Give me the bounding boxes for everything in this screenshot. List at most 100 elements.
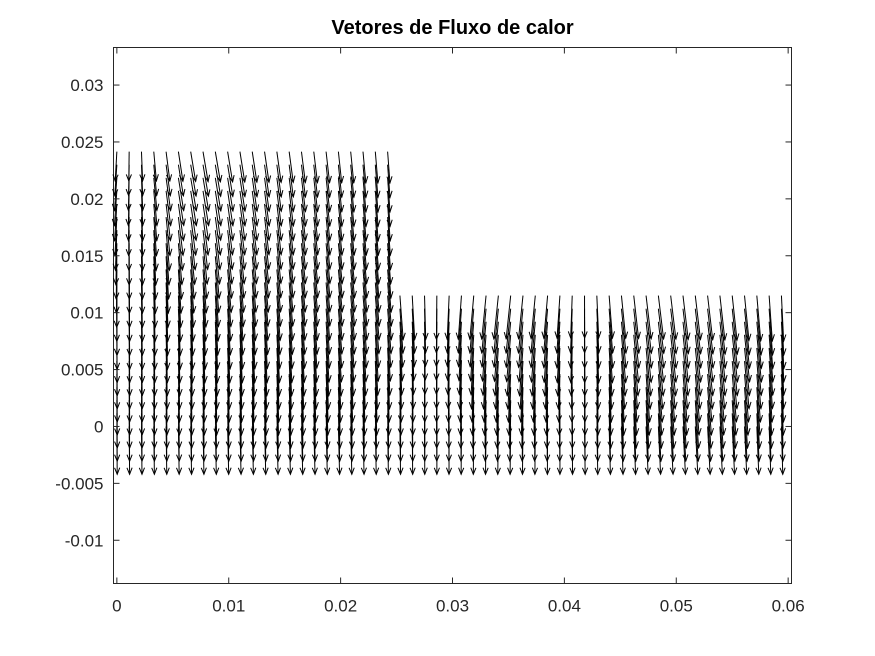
arrow-head	[325, 175, 332, 185]
arrow-head	[325, 375, 332, 384]
arrow-shaft	[719, 295, 726, 341]
arrow-shaft	[387, 308, 392, 354]
heat-flux-arrow	[516, 321, 524, 369]
arrow-head	[324, 428, 331, 437]
arrow-shaft	[608, 400, 612, 449]
arrow-shaft	[608, 334, 613, 383]
arrow-shaft	[165, 203, 171, 241]
arrow-shaft	[481, 334, 487, 381]
heat-flux-arrow	[288, 295, 296, 342]
arrow-head	[338, 204, 345, 214]
arrow-head	[696, 401, 703, 410]
heat-flux-arrow	[226, 334, 233, 384]
heat-flux-arrow	[707, 321, 716, 370]
arrow-head	[745, 361, 752, 370]
arrow-shaft	[519, 347, 524, 396]
heat-flux-arrow	[595, 321, 602, 370]
heat-flux-arrow	[337, 347, 344, 397]
arrow-head	[595, 346, 602, 355]
arrow-shaft	[337, 374, 341, 422]
arrow-head	[228, 218, 235, 227]
arrow-head	[620, 428, 627, 437]
arrow-head	[264, 305, 271, 314]
arrow-head	[399, 332, 406, 341]
arrow-head	[470, 454, 477, 463]
arrow-head	[503, 346, 510, 355]
heat-flux-arrow	[494, 400, 501, 450]
arrow-head	[350, 346, 357, 355]
arrow-shaft	[496, 387, 499, 435]
arrow-head	[506, 428, 513, 437]
arrow-head	[263, 401, 270, 411]
arrow-shaft	[239, 308, 244, 355]
arrow-head	[541, 375, 548, 384]
heat-flux-arrow	[399, 295, 406, 341]
arrow-shaft	[227, 269, 232, 313]
arrow-shaft	[350, 347, 354, 396]
arrow-shaft	[682, 321, 689, 368]
arrow-head	[755, 454, 762, 463]
arrow-head	[166, 218, 173, 227]
arrow-head	[659, 375, 666, 384]
arrow-shaft	[202, 308, 206, 355]
arrow-head	[113, 320, 120, 329]
heat-flux-arrow	[491, 321, 499, 369]
arrow-head	[399, 359, 406, 369]
heat-flux-arrow	[125, 151, 132, 183]
y-tick-label: 0.02	[70, 190, 103, 209]
arrow-head	[386, 262, 394, 271]
arrow-shaft	[780, 295, 785, 342]
arrow-shaft	[620, 295, 627, 339]
arrow-shaft	[325, 347, 330, 396]
heat-flux-arrow	[202, 177, 211, 213]
arrow-shaft	[411, 321, 415, 367]
heat-flux-arrow	[300, 269, 308, 314]
heat-flux-arrow	[768, 295, 775, 343]
heat-flux-arrow	[374, 269, 382, 314]
heat-flux-arrow	[325, 269, 333, 313]
arrow-shaft	[190, 295, 194, 342]
arrow-head	[745, 333, 752, 342]
arrow-head	[126, 320, 133, 329]
arrow-head	[164, 388, 171, 398]
arrow-shaft	[481, 295, 487, 340]
arrow-head	[594, 441, 601, 450]
arrow-shaft	[350, 217, 355, 255]
arrow-head	[455, 359, 463, 368]
heat-flux-arrow	[276, 308, 283, 356]
heat-flux-arrow	[386, 203, 393, 243]
arrow-head	[411, 332, 418, 341]
heat-flux-arrow	[682, 413, 689, 463]
arrow-head	[385, 428, 392, 437]
arrow-head	[151, 467, 158, 476]
heat-flux-arrow	[506, 400, 513, 450]
arrow-shaft	[744, 321, 751, 369]
arrow-head	[387, 318, 394, 328]
arrow-head	[350, 219, 357, 228]
arrow-shaft	[227, 347, 231, 396]
arrow-shaft	[300, 230, 306, 270]
heat-flux-arrow	[275, 360, 282, 411]
heat-flux-arrow	[530, 360, 537, 411]
arrow-shaft	[731, 334, 738, 382]
arrow-head	[386, 388, 393, 397]
heat-flux-arrow	[731, 413, 738, 463]
arrow-head	[780, 401, 787, 410]
arrow-shaft	[768, 334, 774, 382]
arrow-shaft	[300, 151, 306, 183]
arrow-head	[669, 467, 676, 476]
arrow-head	[176, 362, 183, 371]
heat-flux-arrow	[694, 426, 701, 476]
arrow-head	[176, 441, 183, 450]
heat-flux-arrow	[239, 282, 246, 328]
arrow-head	[696, 374, 703, 384]
arrow-shaft	[744, 387, 749, 435]
heat-flux-arrow	[719, 295, 728, 342]
arrow-head	[433, 454, 440, 463]
arrow-shaft	[362, 374, 366, 422]
arrow-shaft	[362, 230, 367, 270]
heat-flux-arrow	[350, 164, 357, 199]
arrow-shaft	[731, 426, 736, 475]
heat-flux-arrow	[239, 269, 247, 314]
heat-flux-arrow	[633, 334, 641, 384]
